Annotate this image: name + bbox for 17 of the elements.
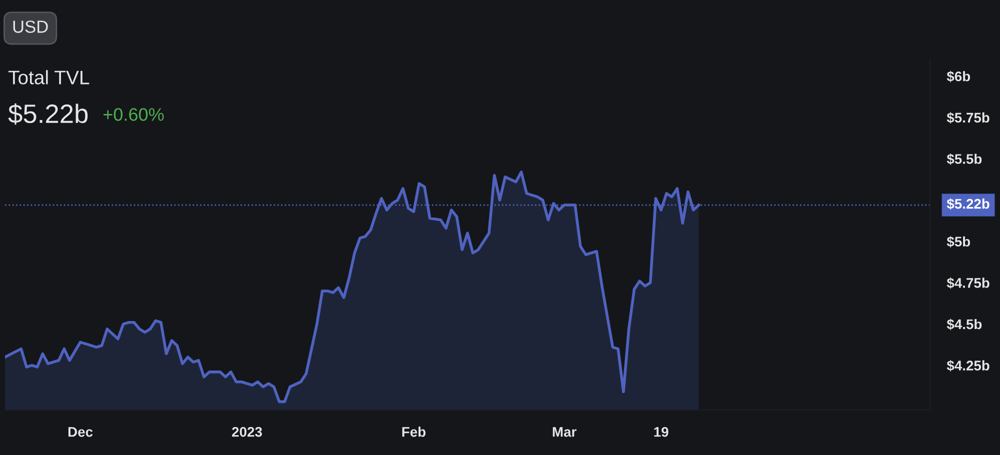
y-tick-label: $4.25b: [946, 360, 990, 372]
y-tick-label: $4.75b: [946, 277, 990, 289]
y-tick-label: $5.5b: [946, 153, 982, 165]
y-tick-label: $5.75b: [946, 112, 990, 124]
y-tick-label: $4.5b: [946, 318, 982, 330]
x-tick-label: Feb: [402, 426, 426, 437]
text: USD: [13, 20, 48, 33]
x-tick-label: Dec: [68, 427, 93, 437]
x-tick-label: Mar: [552, 427, 576, 437]
ref-line-label: $5.22b: [946, 198, 990, 210]
annotation: +0.60%: [104, 108, 164, 121]
y-tick-label: $5b: [946, 236, 970, 248]
y-tick-label: $6b: [946, 70, 970, 82]
x-tick-label: 19: [654, 426, 668, 437]
chart-title: Total TVL: [8, 70, 90, 84]
text: $5.22b: [8, 103, 88, 125]
x-tick-label: 2023: [232, 426, 262, 437]
